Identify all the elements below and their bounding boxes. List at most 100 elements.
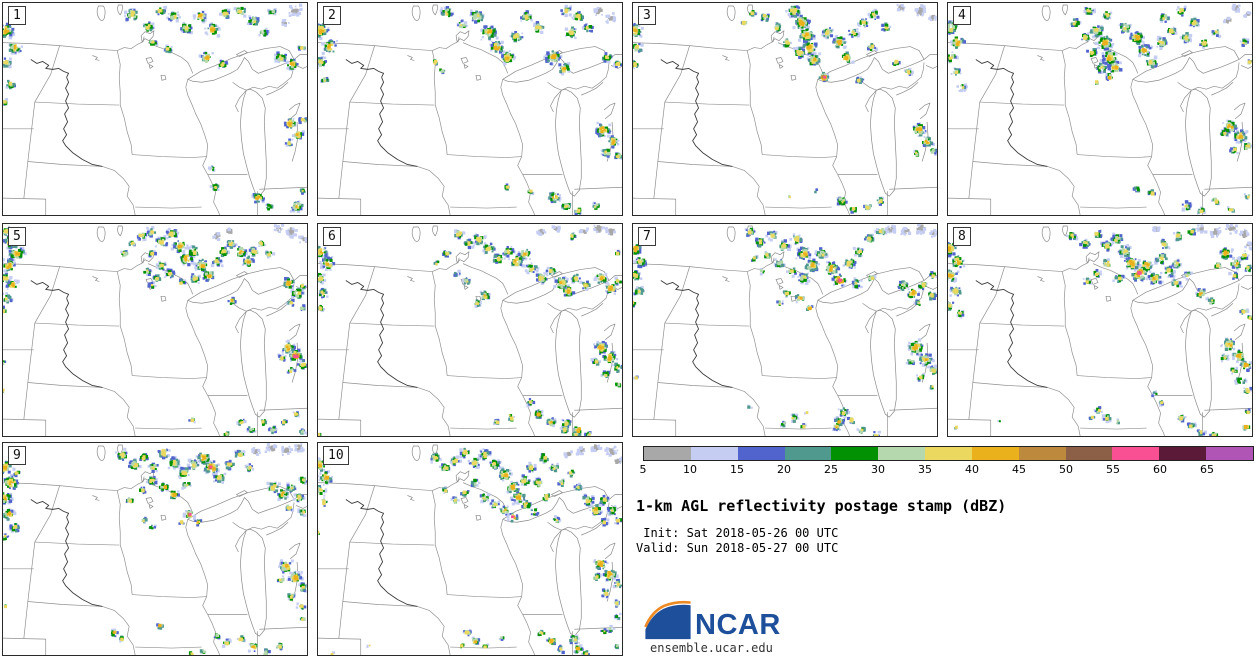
reflectivity-cell — [1111, 69, 1115, 73]
reflectivity-cell — [636, 63, 639, 66]
state-border-line — [862, 81, 877, 91]
reflectivity-cell — [1151, 192, 1155, 196]
reflectivity-cell — [303, 365, 306, 368]
reflectivity-cell — [1232, 3, 1236, 8]
reflectivity-cell — [296, 133, 299, 136]
reflectivity-cell — [301, 291, 304, 295]
reflectivity-cell — [286, 281, 290, 286]
reflectivity-cell — [1136, 186, 1140, 190]
reflectivity-cell — [551, 58, 554, 61]
reflectivity-cell — [1090, 54, 1093, 58]
reflectivity-cell — [609, 54, 612, 57]
reflectivity-cell — [603, 129, 606, 132]
reflectivity-cell — [955, 56, 959, 60]
reflectivity-cell — [1104, 17, 1108, 21]
reflectivity-cell — [151, 41, 154, 44]
reflectivity-cell — [1138, 37, 1141, 40]
reflectivity-cell — [1104, 11, 1108, 15]
reflectivity-cell — [751, 12, 754, 15]
reflectivity-cell — [611, 12, 615, 15]
reflectivity-cell — [306, 363, 307, 368]
reflectivity-cell — [8, 262, 12, 266]
reflectivity-cell — [803, 19, 806, 23]
reflectivity-cell — [276, 227, 279, 230]
reflectivity-cell — [179, 282, 182, 285]
reflectivity-cell — [865, 22, 868, 25]
reflectivity-cell — [617, 153, 622, 157]
reflectivity-cell — [803, 21, 806, 23]
reflectivity-cell — [1247, 195, 1250, 199]
reflectivity-cell — [806, 57, 809, 60]
reflectivity-cell — [1107, 50, 1111, 54]
reflectivity-cell — [930, 150, 934, 154]
reflectivity-cell — [297, 348, 301, 352]
reflectivity-cell — [446, 8, 450, 11]
reflectivity-cell — [176, 231, 180, 235]
reflectivity-cell — [761, 15, 765, 19]
reflectivity-cell — [848, 29, 851, 32]
reflectivity-cell — [934, 153, 937, 156]
reflectivity-cell — [301, 235, 304, 238]
reflectivity-cell — [1242, 41, 1245, 45]
reflectivity-cell — [785, 41, 789, 45]
reflectivity-cell — [19, 49, 22, 53]
reflectivity-cell — [5, 27, 7, 30]
reflectivity-cell — [851, 30, 854, 34]
reflectivity-cell — [487, 34, 490, 37]
reflectivity-cell — [466, 24, 469, 27]
reflectivity-cell — [202, 14, 206, 18]
reflectivity-cell — [820, 73, 824, 77]
reflectivity-cell — [832, 38, 836, 42]
reflectivity-cell — [216, 237, 221, 242]
state-border-line — [92, 276, 100, 282]
reflectivity-cell — [202, 265, 205, 268]
reflectivity-cell — [201, 18, 205, 22]
reflectivity-cell — [158, 260, 161, 264]
reflectivity-cell — [1231, 149, 1234, 152]
reflectivity-cell — [210, 28, 214, 32]
reflectivity-cell — [597, 203, 600, 206]
reflectivity-cell — [607, 128, 610, 131]
reflectivity-cell — [192, 250, 196, 254]
reflectivity-cell — [146, 29, 149, 32]
reflectivity-cell — [1118, 68, 1120, 71]
reflectivity-cell — [1244, 195, 1248, 198]
reflectivity-cell — [800, 28, 804, 32]
reflectivity-cell — [15, 255, 19, 259]
reflectivity-cell — [599, 8, 603, 13]
reflectivity-cell — [1123, 23, 1126, 27]
reflectivity-cell — [552, 55, 556, 59]
reflectivity-cell — [300, 430, 304, 434]
reflectivity-cell — [1089, 50, 1093, 54]
reflectivity-cell — [207, 275, 210, 279]
reflectivity-cell — [121, 253, 123, 255]
reflectivity-cell — [11, 32, 16, 36]
reflectivity-cell — [275, 59, 278, 62]
reflectivity-cell — [537, 25, 540, 28]
reflectivity-cell — [250, 19, 253, 22]
reflectivity-cell — [163, 244, 165, 247]
reflectivity-cell — [128, 242, 131, 245]
reflectivity-cell — [8, 245, 11, 249]
reflectivity-cell — [1112, 66, 1115, 69]
reflectivity-cell — [151, 22, 155, 26]
reflectivity-cell — [191, 279, 195, 283]
reflectivity-cell — [1198, 210, 1202, 213]
reflectivity-cell — [217, 257, 221, 260]
reflectivity-cell — [287, 371, 290, 374]
reflectivity-cell — [175, 242, 177, 245]
reflectivity-cell — [12, 282, 15, 285]
reflectivity-cell — [564, 4, 568, 9]
reflectivity-cell — [948, 58, 952, 63]
reflectivity-cell — [160, 10, 164, 14]
reflectivity-cell — [595, 203, 599, 207]
reflectivity-cell — [873, 8, 878, 12]
reflectivity-cell — [903, 6, 906, 9]
reflectivity-cell — [577, 208, 581, 212]
reflectivity-cell — [6, 257, 10, 260]
reflectivity-cell — [8, 252, 12, 256]
state-border-line — [447, 154, 522, 158]
reflectivity-cell — [162, 268, 165, 271]
reflectivity-cell — [1110, 58, 1114, 61]
reflectivity-cell — [3, 292, 5, 295]
